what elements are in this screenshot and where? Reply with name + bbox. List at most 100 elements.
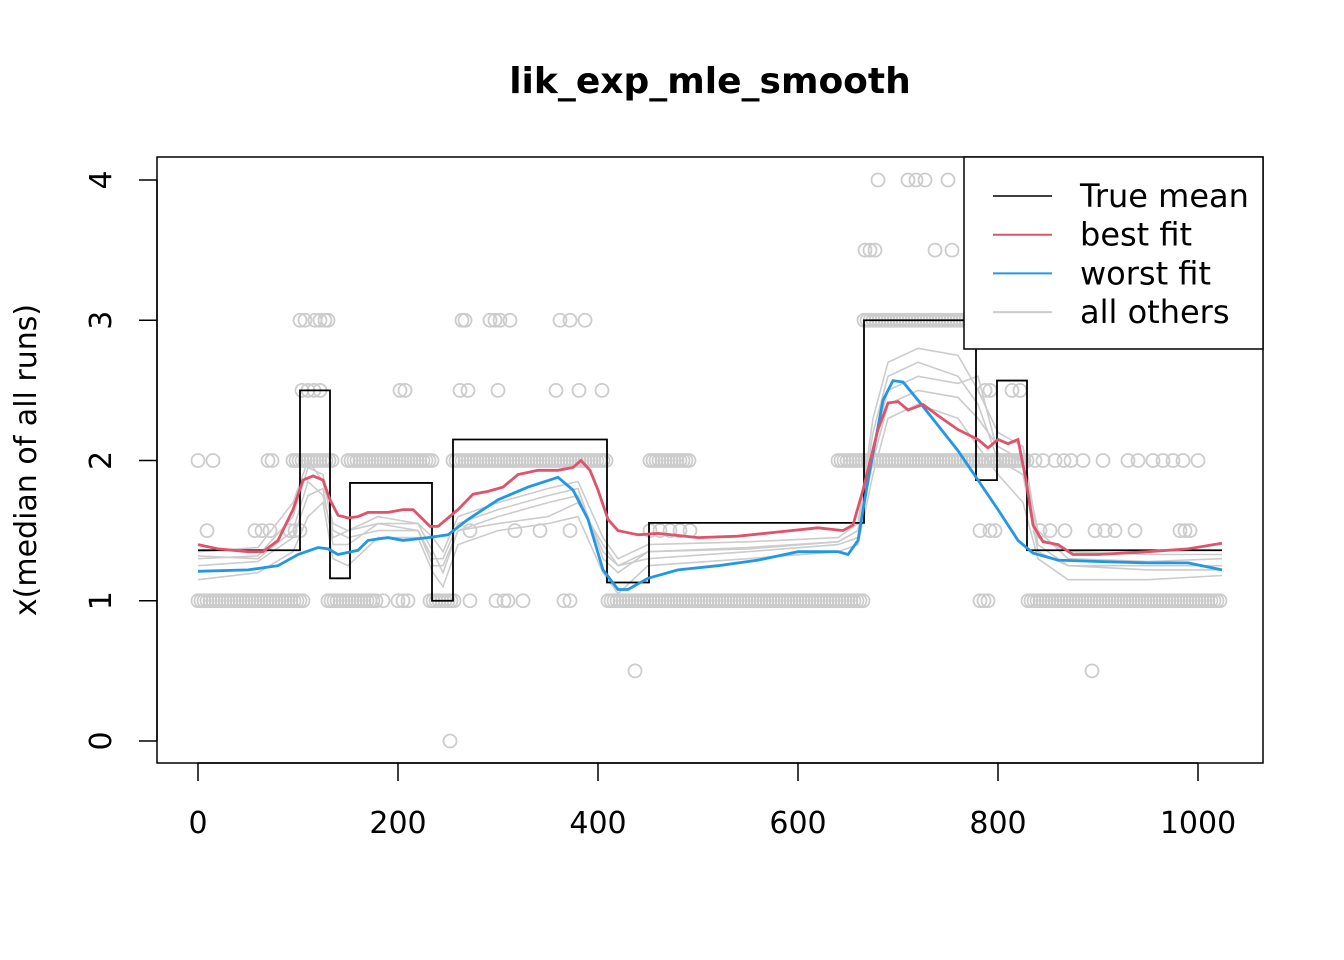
observation-point	[1087, 523, 1103, 539]
observation-point	[442, 733, 458, 749]
x-tick-label: 1000	[1160, 806, 1236, 841]
other-fit-line	[197, 361, 1222, 574]
observation-point	[264, 453, 280, 468]
observation-point	[247, 523, 263, 539]
observation-point	[642, 523, 658, 539]
observation-point	[944, 242, 960, 258]
fit-lines	[197, 379, 1223, 591]
observation-point	[488, 593, 504, 609]
observation-point	[312, 312, 328, 328]
legend-label: all others	[1080, 293, 1229, 331]
observation-point	[482, 312, 498, 328]
observation-point	[496, 593, 512, 609]
observation-point	[492, 312, 508, 328]
y-tick-label: 0	[84, 731, 119, 750]
observation-point	[500, 593, 516, 609]
observation-point	[262, 523, 278, 539]
worst-fit-line	[197, 379, 1223, 591]
observation-point	[1127, 523, 1143, 539]
legend-label: worst fit	[1080, 254, 1211, 292]
observation-point	[1172, 523, 1188, 539]
y-tick-label: 3	[84, 311, 119, 330]
y-tick-label: 4	[84, 170, 119, 189]
observation-point	[598, 453, 614, 468]
observation-point	[900, 172, 916, 188]
observation-point	[662, 523, 678, 539]
x-tick-label: 0	[188, 806, 207, 841]
observation-point	[1165, 453, 1181, 468]
observation-point	[552, 312, 568, 328]
chart-title: lik_exp_mle_smooth	[509, 61, 911, 102]
observation-point	[1047, 453, 1063, 468]
observation-point	[1097, 523, 1113, 539]
observation-point	[627, 663, 643, 679]
observation-point	[556, 593, 572, 609]
observation-point	[681, 453, 697, 468]
x-tick-label: 800	[969, 806, 1026, 841]
true-mean-step-line	[198, 319, 1222, 602]
observation-point	[320, 312, 336, 328]
observation-point	[1120, 453, 1136, 468]
observation-point	[490, 382, 506, 398]
other-fit-line	[197, 347, 1222, 560]
observation-point	[515, 593, 531, 609]
observation-point	[1182, 523, 1198, 539]
observation-point	[1057, 523, 1073, 539]
observation-point	[457, 312, 473, 328]
observation-point	[297, 312, 313, 328]
observation-point	[324, 453, 340, 468]
other-fit-line	[197, 389, 1223, 575]
observation-point	[254, 523, 270, 539]
observation-point	[1075, 453, 1091, 468]
observation-point	[205, 453, 221, 468]
observation-point	[1175, 453, 1191, 468]
observation-point	[295, 593, 311, 609]
observation-point	[190, 453, 206, 468]
legend-label: True mean	[1079, 177, 1249, 215]
observation-point	[292, 312, 308, 328]
observation-point	[395, 593, 411, 609]
legend-label: best fit	[1080, 216, 1192, 254]
observation-point	[982, 523, 998, 539]
observation-point	[454, 312, 470, 328]
observation-point	[1042, 523, 1058, 539]
observation-point	[1212, 593, 1228, 609]
legend-box	[963, 156, 1264, 350]
observation-point	[1190, 453, 1206, 468]
observation-point	[672, 523, 688, 539]
observation-point	[460, 382, 476, 398]
observation-point	[548, 382, 564, 398]
observation-point	[502, 312, 518, 328]
observation-point	[390, 593, 406, 609]
observation-point	[365, 593, 381, 609]
x-tick-label: 400	[569, 806, 626, 841]
observation-point	[927, 242, 943, 258]
x-axis: 0 200 400 600 800 1000	[188, 762, 1236, 841]
y-axis-label: x(median of all runs)	[9, 304, 44, 616]
observation-point	[1177, 523, 1193, 539]
observation-point	[400, 593, 416, 609]
observation-point	[424, 453, 440, 468]
observation-point	[870, 172, 886, 188]
observation-point	[577, 312, 593, 328]
y-tick-label: 1	[84, 591, 119, 610]
observation-point	[855, 593, 871, 609]
observation-point	[980, 593, 996, 609]
observation-point	[562, 523, 578, 539]
observation-point	[862, 242, 878, 258]
observation-point	[1056, 453, 1072, 468]
observation-point	[976, 593, 992, 609]
observation-point	[452, 382, 468, 398]
observation-point	[1035, 453, 1051, 468]
best-fit-line	[197, 400, 1223, 556]
observation-point	[1095, 453, 1111, 468]
observation-point	[1130, 453, 1146, 468]
x-tick-label: 200	[369, 806, 426, 841]
observation-point	[462, 593, 478, 609]
observation-point	[1012, 382, 1028, 398]
observation-point	[562, 312, 578, 328]
other-fit-lines	[197, 347, 1223, 595]
observation-point	[1084, 663, 1100, 679]
observation-point	[260, 453, 276, 468]
